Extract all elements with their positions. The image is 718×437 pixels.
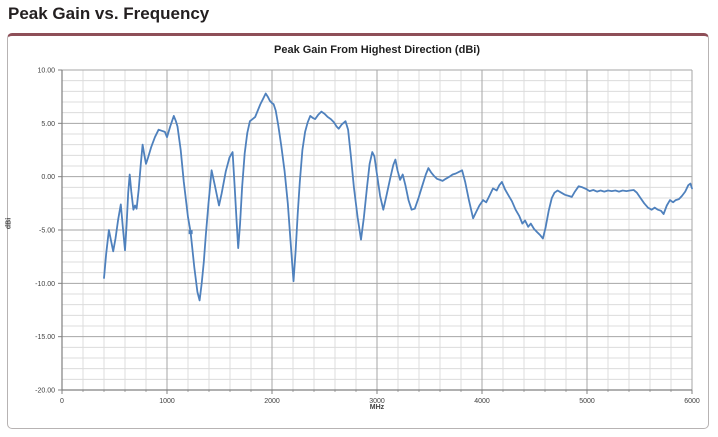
gain-curve (103, 92, 693, 302)
page-title: Peak Gain vs. Frequency (8, 4, 210, 23)
x-tick-label: 0 (60, 398, 64, 405)
y-tick-label: -10.00 (35, 281, 55, 288)
x-tick-label: 3000 (369, 398, 385, 405)
y-tick-label: 5.00 (41, 121, 55, 128)
x-tick-label: 4000 (474, 398, 490, 405)
x-tick-label: 6000 (684, 398, 700, 405)
chart-title: Peak Gain From Highest Direction (dBi) (274, 44, 480, 56)
x-axis-title: MHz (369, 404, 385, 411)
y-tick-label: -20.00 (35, 388, 55, 395)
y-tick-label: -15.00 (35, 334, 55, 341)
y-tick-label: 0.00 (41, 174, 55, 181)
x-tick-label: 5000 (579, 398, 595, 405)
y-tick-label: 10.00 (37, 68, 55, 75)
x-tick-label: 2000 (264, 398, 280, 405)
y-tick-label: -5.00 (39, 228, 55, 235)
data-point-marker (188, 230, 193, 235)
x-tick-label: 1000 (159, 398, 175, 405)
